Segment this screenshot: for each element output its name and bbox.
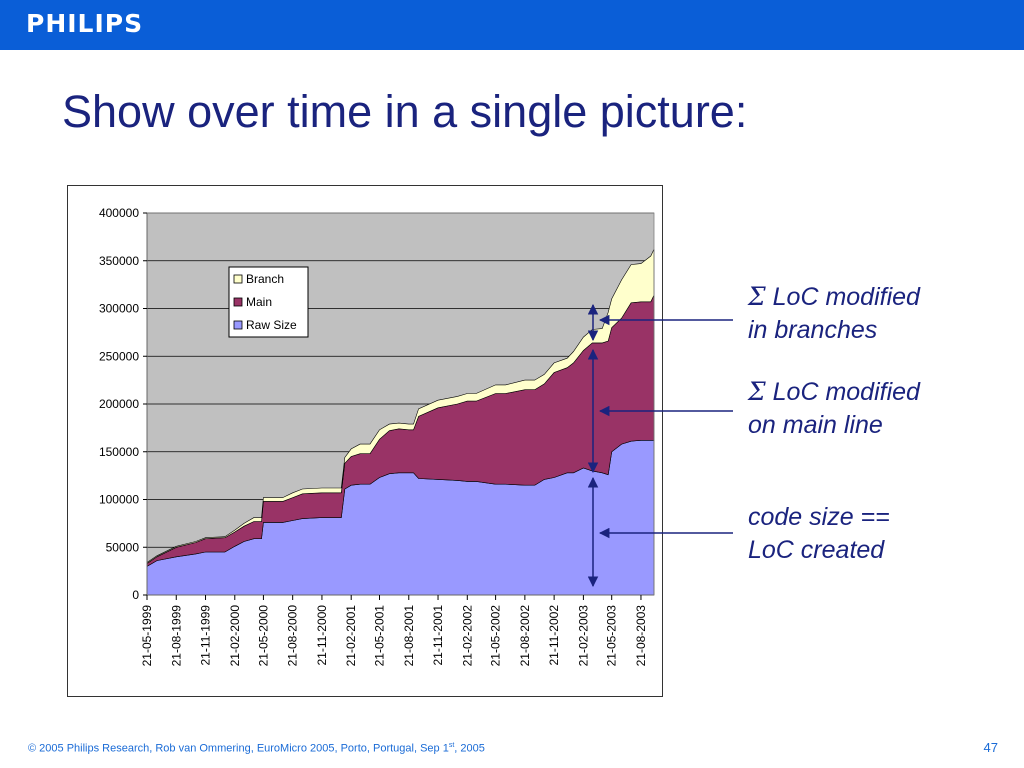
- annotation-main-line1: LoC modified: [772, 378, 920, 406]
- x-tick-label: 21-02-2000: [228, 605, 242, 667]
- x-tick-label: 21-02-2002: [460, 605, 474, 667]
- legend-label: Branch: [246, 272, 284, 286]
- y-tick-label: 100000: [99, 493, 139, 507]
- y-tick-label: 250000: [99, 349, 139, 363]
- x-tick-label: 21-11-2002: [547, 605, 561, 666]
- legend-swatch: [233, 274, 243, 284]
- x-tick-label: 21-05-2001: [373, 605, 387, 667]
- x-tick-label: 21-05-2002: [489, 605, 503, 667]
- annotation-main-line2: on main line: [748, 411, 883, 439]
- x-tick-label: 21-05-1999: [140, 605, 154, 667]
- y-tick-label: 50000: [106, 540, 140, 554]
- header-bar: PHILIPS: [0, 0, 1024, 50]
- footer-text-main: © 2005 Philips Research, Rob van Ommerin…: [28, 742, 449, 755]
- x-tick-label: 21-08-2001: [402, 605, 416, 667]
- y-tick-label: 300000: [99, 302, 139, 316]
- x-tick-label: 21-08-2000: [286, 605, 300, 667]
- legend-label: Raw Size: [246, 318, 297, 332]
- x-tick-label: 21-08-2003: [634, 605, 648, 667]
- annotation-branches-line1: LoC modified: [772, 283, 920, 311]
- slide-title: Show over time in a single picture:: [62, 86, 748, 137]
- sigma-symbol: Σ: [748, 377, 766, 406]
- legend-label: Main: [246, 295, 272, 309]
- footer-text-end: , 2005: [454, 742, 485, 755]
- annotation-branches-line2: in branches: [748, 316, 878, 344]
- chart-frame: 0 50000 100000 150000 200000 250000 300000 3500…: [67, 185, 663, 697]
- x-tick-label: 21-05-2003: [605, 605, 619, 667]
- annotation-raw-line2: LoC created: [748, 536, 885, 564]
- x-tick-label: 21-11-2000: [315, 605, 329, 666]
- annotation-raw-line1: code size ==: [748, 503, 890, 531]
- y-tick-label: 200000: [99, 397, 139, 411]
- philips-logo: PHILIPS: [26, 9, 144, 38]
- page-number: 47: [983, 740, 998, 755]
- annotation-raw: code size == LoC created: [748, 501, 890, 567]
- x-tick-label: 21-02-2003: [576, 605, 590, 667]
- x-tick-label: 21-11-1999: [199, 605, 213, 666]
- y-tick-label: 150000: [99, 445, 139, 459]
- annotation-branches: Σ LoC modified in branches: [748, 280, 920, 347]
- y-tick-label: 350000: [99, 254, 139, 268]
- legend-swatch: [233, 297, 243, 307]
- y-tick-label: 0: [132, 588, 139, 602]
- x-tick-label: 21-05-2000: [256, 605, 270, 667]
- stacked-area-chart: 0 50000 100000 150000 200000 250000 300000 3500…: [99, 206, 655, 667]
- legend-swatch: [233, 320, 243, 330]
- x-tick-label: 21-11-2001: [431, 605, 445, 666]
- x-tick-label: 21-08-2002: [518, 605, 532, 667]
- y-tick-label: 400000: [99, 206, 139, 220]
- sigma-symbol: Σ: [748, 282, 766, 311]
- x-tick-label: 21-08-1999: [169, 605, 183, 667]
- x-tick-label: 21-02-2001: [344, 605, 358, 667]
- footer-text-sup: st: [448, 742, 455, 749]
- annotation-main: Σ LoC modified on main line: [748, 375, 920, 442]
- footer-text: © 2005 Philips Research, Rob van Ommerin…: [28, 742, 485, 755]
